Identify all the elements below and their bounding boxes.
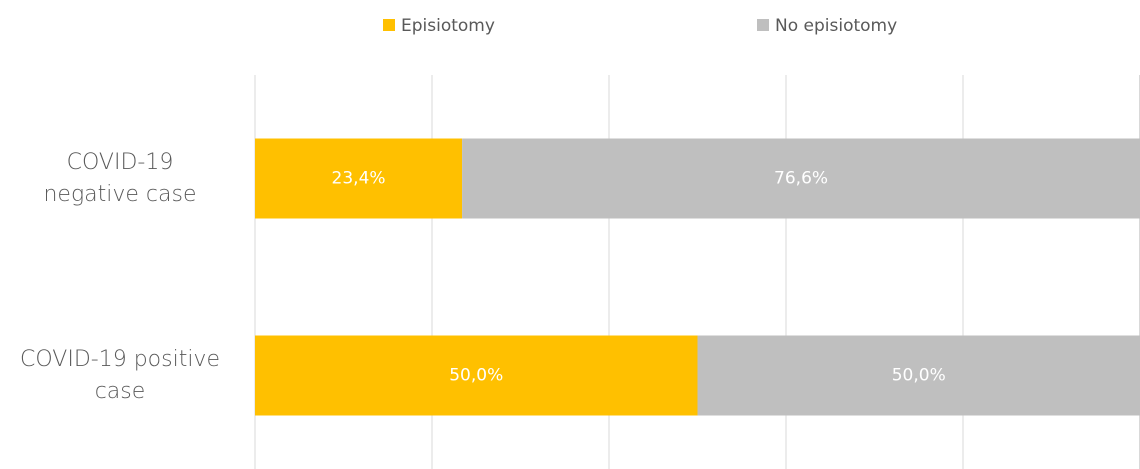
data-label: 23,4% xyxy=(332,169,386,189)
legend-label: Episiotomy xyxy=(401,16,495,36)
bar-segment xyxy=(462,138,1140,219)
data-label: 50,0% xyxy=(449,366,503,386)
legend-label: No episiotomy xyxy=(775,16,897,36)
bar-segment xyxy=(697,335,1140,416)
legend-swatch xyxy=(383,19,395,31)
y-tick-label: COVID-19 positive case xyxy=(20,346,220,404)
legend-swatch xyxy=(757,19,769,31)
y-tick-label: COVID-19 negative case xyxy=(43,149,197,207)
bar-segment xyxy=(255,138,463,219)
data-label: 50,0% xyxy=(892,366,946,386)
bar-segment xyxy=(255,335,698,416)
data-label: 76,6% xyxy=(774,169,828,189)
